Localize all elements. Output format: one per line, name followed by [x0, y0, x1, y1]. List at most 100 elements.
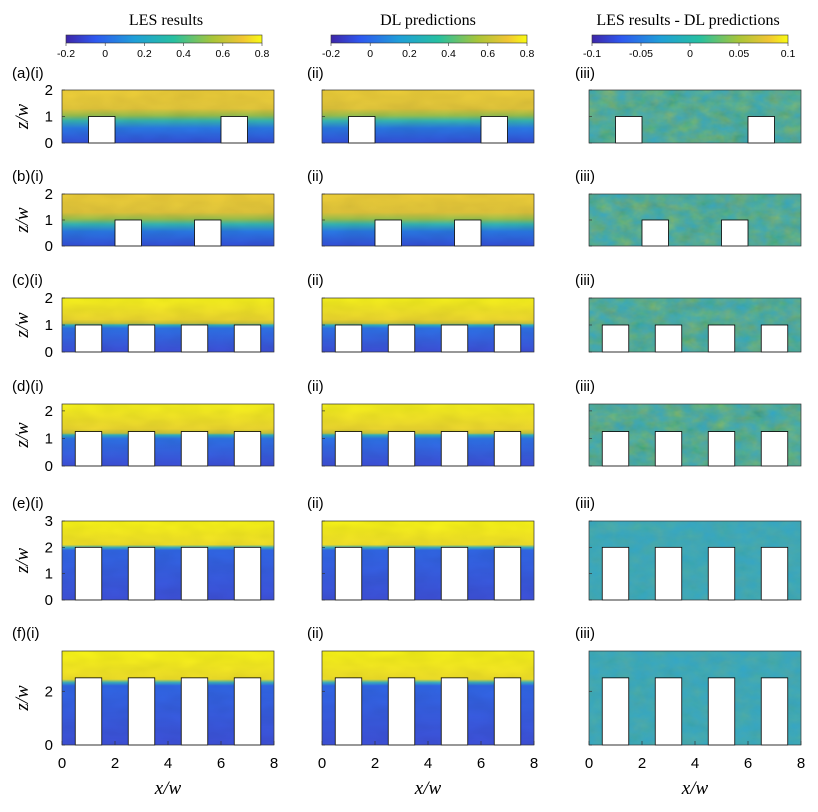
colorbar-tick-label: 0	[687, 48, 693, 60]
heatmap-panel-d-2	[321, 403, 535, 467]
building-block	[387, 431, 416, 467]
building-block	[707, 546, 736, 601]
building-block	[180, 324, 209, 353]
building-block	[707, 324, 736, 353]
building-block	[707, 431, 736, 467]
building-block	[747, 116, 775, 144]
building-block	[387, 324, 416, 353]
building-block	[334, 546, 363, 601]
panel-row-d: (d)(i) (ii) (iii) z/w 0 1 2	[12, 378, 802, 475]
panel-row-c: (c)(i) (ii) (iii) z/w 0 1 2	[12, 272, 802, 361]
building-block	[334, 677, 363, 746]
building-block	[641, 219, 669, 247]
building-block	[387, 546, 416, 601]
colorbar-tick-label: -0.05	[629, 48, 653, 60]
colorbar-tick-label: 0.4	[176, 48, 191, 60]
colorbar-tick-label: 0.1	[781, 48, 796, 60]
panel-label: (a)(i)	[12, 65, 44, 82]
building-block	[348, 116, 376, 144]
panel-frame	[321, 403, 535, 467]
colorbar-tick-label: 0.8	[255, 48, 270, 60]
y-tick-label: 0	[45, 592, 53, 609]
building-block	[760, 546, 789, 601]
y-tick-label: 0	[45, 135, 53, 152]
x-tick-label: 4	[424, 755, 432, 772]
heatmap-panel-c-3	[588, 297, 802, 353]
y-tick-label: 1	[45, 317, 53, 334]
panel-label: (iii)	[575, 65, 595, 82]
building-block	[440, 677, 469, 746]
building-block	[601, 324, 630, 353]
heatmap-panel-a-2	[321, 89, 535, 144]
y-axis-label: z/w	[12, 685, 33, 712]
panel-label: (e)(i)	[12, 495, 44, 512]
heatmap-panel-f-2	[321, 650, 535, 746]
y-axis-label: z/w	[12, 422, 33, 449]
heatmap-panel-e-2	[321, 520, 535, 601]
heatmap-panel-b-1	[61, 193, 275, 247]
heatmap-panel-f-1	[61, 650, 275, 746]
building-block	[654, 546, 683, 601]
heatmap-panel-e-3	[588, 520, 802, 601]
building-block	[88, 116, 116, 144]
panel-label: (ii)	[307, 495, 324, 512]
building-block	[760, 677, 789, 746]
building-block	[114, 219, 142, 247]
building-block	[654, 431, 683, 467]
y-tick-label: 2	[45, 403, 53, 420]
panel-frame	[61, 403, 275, 467]
colorbar-tick-label: 0.05	[729, 48, 750, 60]
panel-row-f: (f)(i) (ii) (iii) z/w 0 2	[12, 625, 802, 754]
panel-label: (ii)	[307, 168, 324, 185]
building-block	[220, 116, 248, 144]
y-tick-label: 1	[45, 430, 53, 447]
building-block	[654, 324, 683, 353]
y-tick-label: 2	[45, 186, 53, 203]
colorbar-tick-label: 0.2	[137, 48, 152, 60]
building-block	[334, 324, 363, 353]
panel-label: (b)(i)	[12, 168, 44, 185]
x-tick-label: 2	[638, 755, 646, 772]
x-axis-label: x/w	[154, 778, 182, 799]
building-block	[707, 677, 736, 746]
colorbar-diff	[591, 34, 789, 44]
building-block	[480, 116, 508, 144]
column-title-les: LES results	[129, 12, 203, 29]
y-tick-label: 2	[45, 290, 53, 307]
y-axis-label: z/w	[12, 312, 33, 339]
building-block	[74, 324, 103, 353]
building-block	[374, 219, 402, 247]
colorbar-tick-label: 0.8	[520, 48, 535, 60]
building-block	[233, 546, 262, 601]
building-block	[440, 431, 469, 467]
panel-label: (ii)	[307, 378, 324, 395]
x-tick-label: 2	[111, 755, 119, 772]
panel-row-b: (b)(i) (ii) (iii) z/w 0 1 2	[12, 168, 802, 255]
building-block	[760, 431, 789, 467]
y-tick-label: 1	[45, 109, 53, 126]
colorbar-tick-label: 0	[102, 48, 108, 60]
building-block	[440, 324, 469, 353]
panel-label: (iii)	[575, 168, 595, 185]
building-block	[74, 431, 103, 467]
column-headers: LES results DL predictions LES results -…	[129, 12, 780, 29]
colorbar-dl	[330, 34, 528, 44]
y-tick-label: 1	[45, 566, 53, 583]
building-block	[74, 546, 103, 601]
y-tick-label: 2	[45, 82, 53, 99]
building-block	[454, 219, 482, 247]
colorbar-tick-label: 0.4	[441, 48, 456, 60]
x-tick-label: 6	[217, 755, 225, 772]
colorbars: -0.2 0 0.2 0.4 0.6 0.8 -0.2 0 0.2 0.4 0.6 0.8 -0.1 -0…	[57, 34, 796, 60]
y-axis-label: z/w	[12, 104, 33, 131]
building-block	[233, 677, 262, 746]
panel-label: (iii)	[575, 272, 595, 289]
heatmap-panel-c-1	[61, 297, 275, 353]
colorbar-tick-label: -0.2	[322, 48, 340, 60]
y-axis-label: z/w	[12, 548, 33, 575]
panel-label: (iii)	[575, 495, 595, 512]
y-tick-label: 1	[45, 212, 53, 229]
x-tick-label: 0	[58, 755, 66, 772]
heatmap-panel-d-1	[61, 403, 275, 467]
